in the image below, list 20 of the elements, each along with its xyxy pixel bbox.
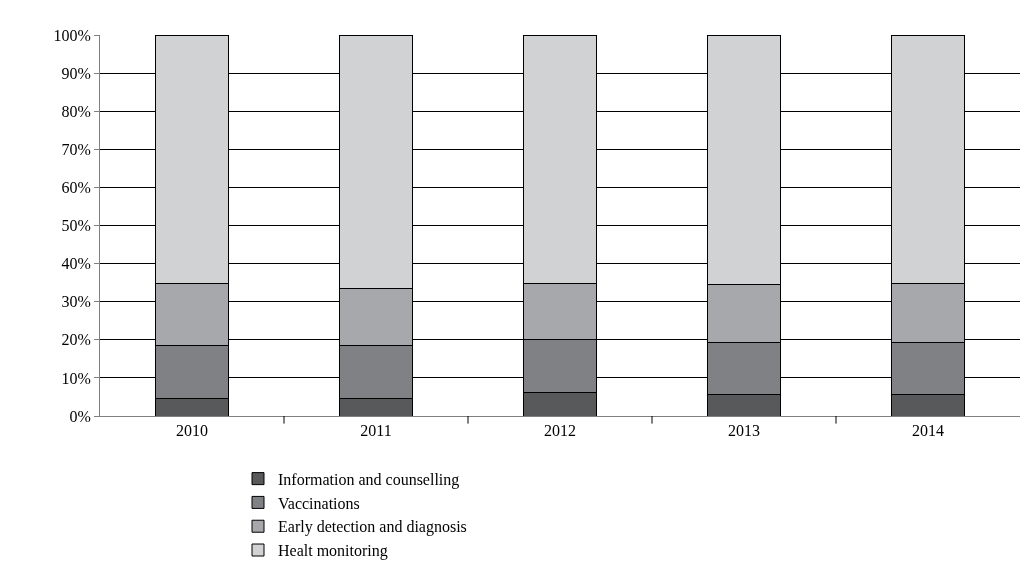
- x-tick-label: 2012: [544, 422, 576, 440]
- x-tick-label: 2014: [912, 422, 944, 440]
- y-tick-label: 90%: [61, 64, 91, 82]
- x-tick-label: 2011: [360, 422, 392, 440]
- y-tick-label: 0%: [69, 407, 91, 425]
- y-tick-label: 50%: [61, 217, 91, 235]
- y-tick-label: 30%: [61, 293, 91, 311]
- x-tick-label: 2013: [728, 422, 760, 440]
- legend-label: Vaccinations: [278, 494, 360, 512]
- y-tick-label: 80%: [61, 102, 91, 120]
- legend-label: Information and counselling: [278, 470, 460, 489]
- y-tick-label: 100%: [53, 26, 91, 44]
- y-tick-label: 60%: [61, 179, 91, 196]
- legend-label: Early detection and diagnosis: [278, 518, 467, 537]
- y-tick-label: 40%: [61, 255, 91, 273]
- legend-label: Healt monitoring: [278, 542, 388, 561]
- y-tick-label: 20%: [61, 331, 91, 349]
- y-tick-label: 10%: [61, 369, 91, 387]
- x-tick-label: 2010: [176, 422, 208, 440]
- y-tick-label: 70%: [61, 140, 91, 158]
